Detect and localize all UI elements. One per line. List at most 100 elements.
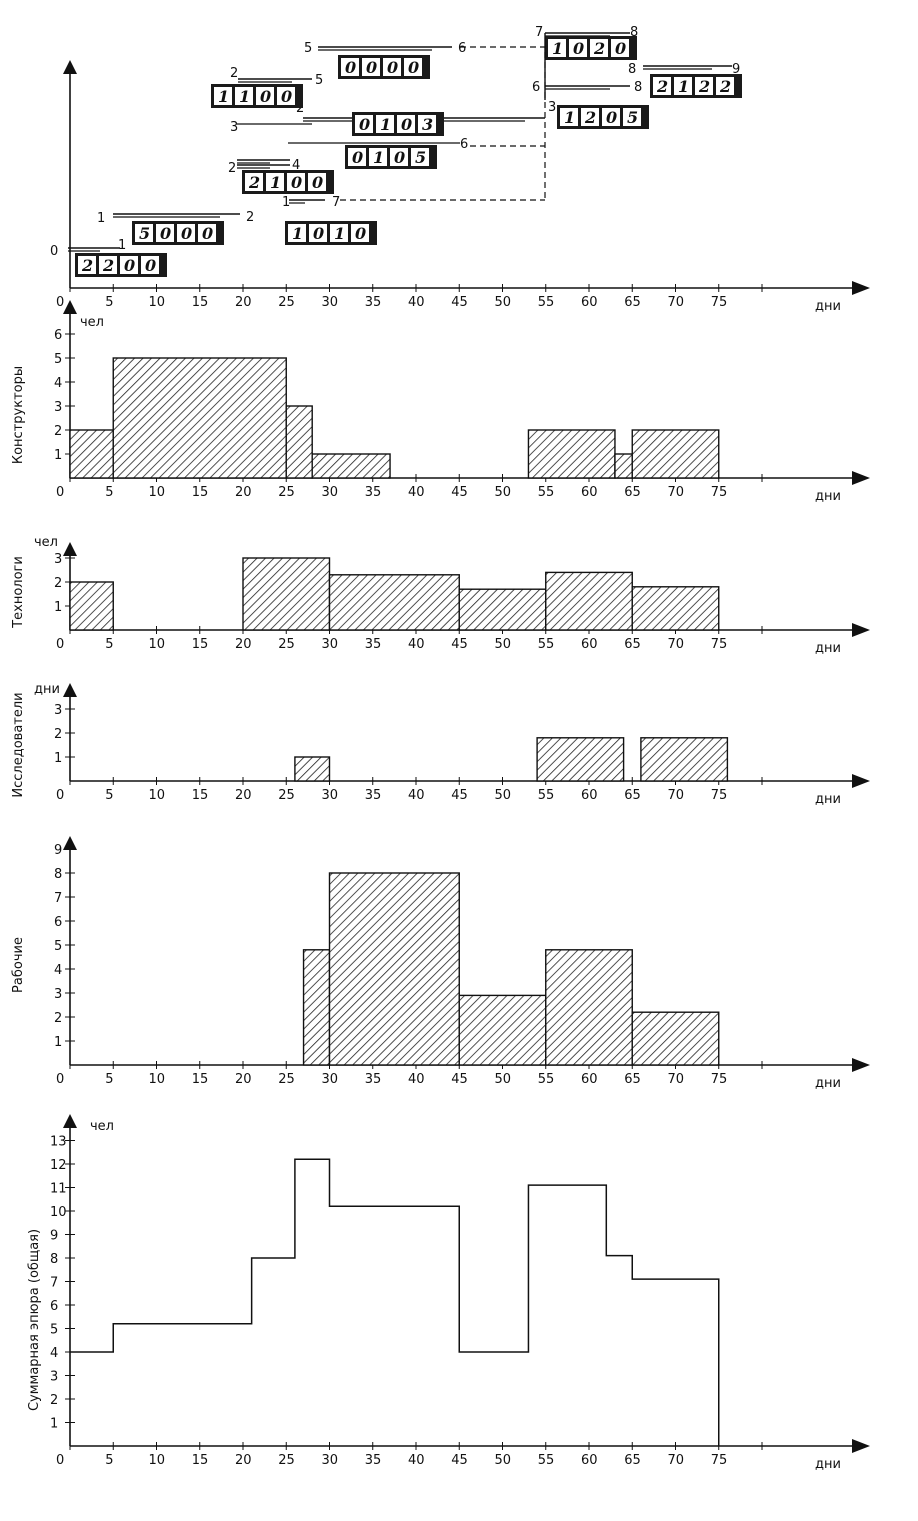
event-label: 5 bbox=[315, 73, 323, 88]
x-axis-label: дни bbox=[815, 641, 841, 656]
x-tick-label: 30 bbox=[322, 788, 339, 803]
resource-code-digit: 0 bbox=[291, 173, 302, 192]
y-tick-label: 6 bbox=[50, 1299, 58, 1314]
x-tick-label: 10 bbox=[149, 637, 166, 652]
bar bbox=[458, 588, 547, 631]
y-tick-label: 7 bbox=[50, 1276, 58, 1291]
total-step-line bbox=[70, 1158, 720, 1446]
resource-code-digit: 2 bbox=[584, 108, 596, 127]
x-tick-label: 70 bbox=[668, 295, 685, 310]
y-axis-arrow bbox=[63, 300, 77, 314]
dummy-link bbox=[460, 46, 546, 200]
x-tick-label: 40 bbox=[408, 637, 425, 652]
x-tick-label: 10 bbox=[149, 295, 166, 310]
x-tick-label: 70 bbox=[668, 485, 685, 500]
resource-code-digit: 0 bbox=[312, 173, 323, 192]
y-tick-label: 1 bbox=[54, 448, 62, 463]
y-tick-label: 12 bbox=[50, 1158, 67, 1173]
x-tick-label: 30 bbox=[322, 1072, 339, 1087]
event-label: 8 bbox=[634, 80, 642, 95]
bar bbox=[242, 557, 331, 631]
bar bbox=[631, 429, 720, 479]
x-tick-label: 60 bbox=[581, 1453, 598, 1468]
x-tick-label: 15 bbox=[192, 1453, 209, 1468]
resource-code-cell bbox=[623, 108, 641, 126]
x-tick-label: 10 bbox=[149, 788, 166, 803]
resource-code-digit: 0 bbox=[615, 39, 626, 58]
y-tick-label: 4 bbox=[54, 376, 62, 391]
x-tick-label: 40 bbox=[408, 485, 425, 500]
x-tick-label: 30 bbox=[322, 637, 339, 652]
y-axis-arrow bbox=[63, 542, 77, 556]
x-axis-label: дни bbox=[815, 489, 841, 504]
x-tick-label: 40 bbox=[408, 1072, 425, 1087]
bar bbox=[527, 429, 616, 479]
x-tick-label: 35 bbox=[365, 295, 382, 310]
x-tick-label: 0 bbox=[56, 295, 64, 310]
x-tick-label: 65 bbox=[624, 1453, 641, 1468]
x-tick-label: 30 bbox=[322, 485, 339, 500]
x-axis-arrow bbox=[852, 471, 870, 485]
x-tick-label: 20 bbox=[235, 788, 252, 803]
resource-code-cell bbox=[177, 224, 195, 242]
x-tick-label: 35 bbox=[365, 485, 382, 500]
event-label: 6 bbox=[532, 80, 540, 95]
resource-code-cell bbox=[141, 256, 159, 274]
bar bbox=[631, 586, 720, 631]
resource-code-cell bbox=[135, 224, 153, 242]
resource-code-cell bbox=[78, 256, 96, 274]
resource-code-digit: 1 bbox=[218, 87, 229, 106]
resource-code-cell bbox=[376, 115, 394, 133]
y-tick-label: 10 bbox=[50, 1205, 67, 1220]
resource-code-digit: 0 bbox=[260, 87, 271, 106]
x-tick-label: 50 bbox=[495, 485, 512, 500]
x-tick-label: 50 bbox=[495, 1072, 512, 1087]
bar bbox=[536, 737, 625, 782]
resource-code-cell bbox=[404, 58, 422, 76]
resource-code-digit: 2 bbox=[81, 256, 93, 275]
resource-code-digit: 0 bbox=[359, 115, 370, 134]
resource-code-digit: 2 bbox=[656, 77, 668, 96]
y-axis-label: Исследователи bbox=[11, 692, 26, 797]
resource-code-cell bbox=[214, 87, 232, 105]
y-axis-label: Суммарная эпюра (общая) bbox=[27, 1229, 42, 1411]
bar bbox=[69, 581, 114, 631]
resource-code-digit: 0 bbox=[401, 115, 412, 134]
resource-code-digit: 1 bbox=[564, 108, 575, 127]
x-axis-label: дни bbox=[815, 792, 841, 807]
event-label: 9 bbox=[732, 62, 740, 77]
x-tick-label: 60 bbox=[581, 788, 598, 803]
resource-code-digit: 0 bbox=[408, 58, 419, 77]
x-tick-label: 15 bbox=[192, 1072, 209, 1087]
resource-code-cell bbox=[330, 224, 348, 242]
resource-code-digit: 2 bbox=[102, 256, 114, 275]
y-tick-label: 8 bbox=[54, 867, 62, 882]
x-tick-label: 0 bbox=[56, 485, 64, 500]
event-label: 3 bbox=[548, 100, 556, 115]
resource-code-digit: 1 bbox=[239, 87, 250, 106]
y-axis-arrow bbox=[63, 836, 77, 850]
y-tick-label: 3 bbox=[54, 703, 62, 718]
y-tick-label: 13 bbox=[50, 1135, 67, 1150]
resource-code-digit: 0 bbox=[160, 224, 171, 243]
resource-code-digit: 0 bbox=[394, 148, 405, 167]
event-label: 3 bbox=[230, 120, 238, 135]
resource-code-cell bbox=[397, 115, 415, 133]
resource-code-cell bbox=[256, 87, 274, 105]
x-tick-label: 55 bbox=[538, 1453, 555, 1468]
y-axis-arrow bbox=[63, 1114, 77, 1128]
x-tick-label: 60 bbox=[581, 1072, 598, 1087]
resource-code-digit: 1 bbox=[334, 224, 345, 243]
resource-code-cell bbox=[411, 148, 429, 166]
x-tick-label: 65 bbox=[624, 1072, 641, 1087]
x-tick-label: 10 bbox=[149, 1072, 166, 1087]
x-tick-label: 25 bbox=[278, 637, 295, 652]
resource-code-cell bbox=[548, 39, 566, 57]
y-axis-label: Рабочие bbox=[11, 937, 26, 993]
